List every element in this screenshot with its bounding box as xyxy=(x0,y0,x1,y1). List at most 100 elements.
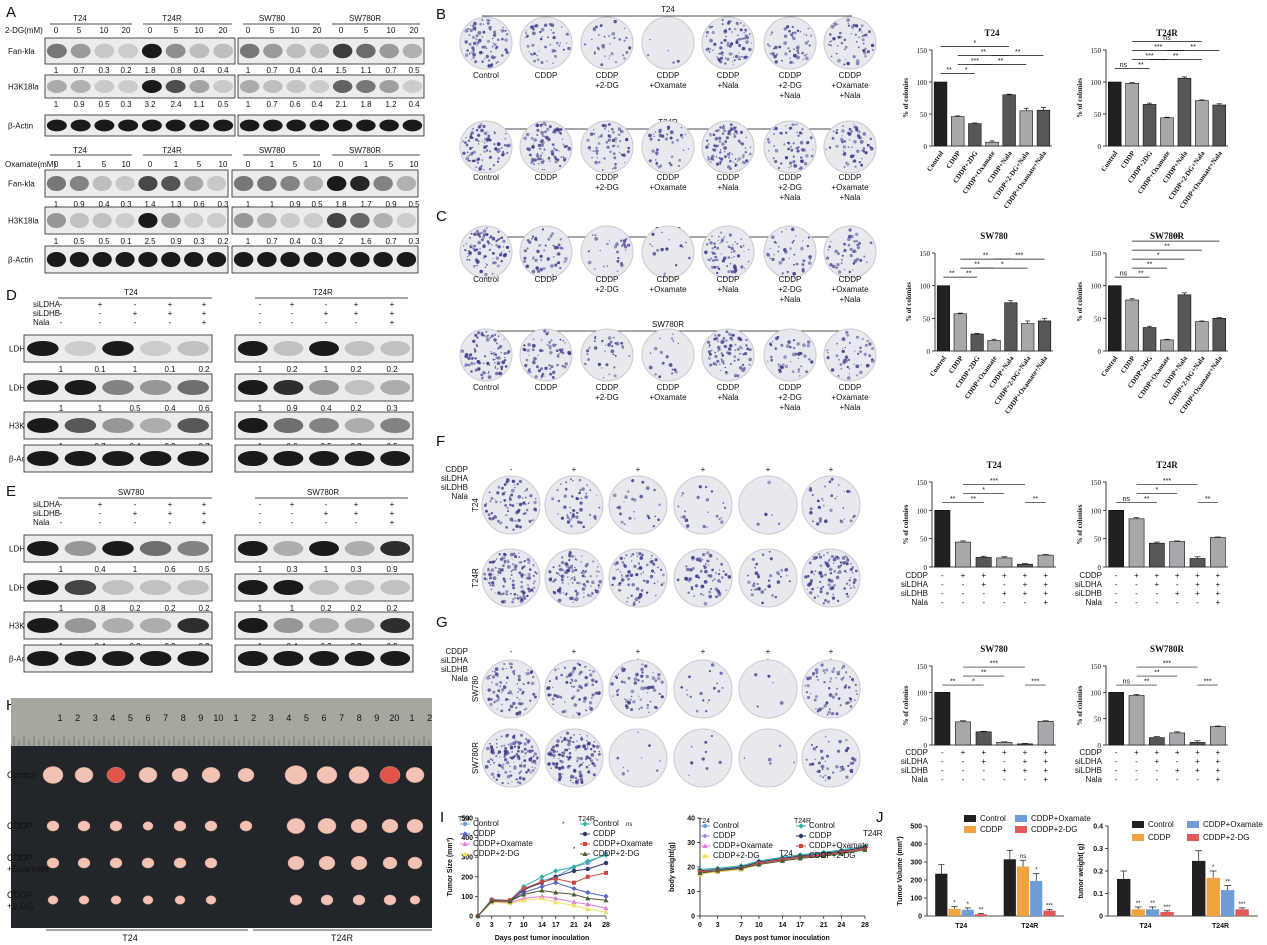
group-label: T24 xyxy=(122,933,138,943)
colony xyxy=(473,232,477,236)
tumor-row-label: +Oxamate xyxy=(7,864,49,874)
colony xyxy=(732,64,734,66)
data-point xyxy=(862,847,868,852)
colony xyxy=(732,126,737,130)
colony xyxy=(553,147,556,151)
colony xyxy=(845,738,848,742)
colony xyxy=(825,701,829,705)
colony xyxy=(791,241,794,244)
colony xyxy=(724,62,727,65)
colony xyxy=(558,757,560,760)
colony xyxy=(474,258,479,262)
tumor xyxy=(379,766,401,784)
condition-sign: + xyxy=(1023,571,1028,580)
colony xyxy=(567,583,570,585)
colony xyxy=(830,25,835,29)
bar xyxy=(1235,909,1249,917)
colony xyxy=(497,771,499,773)
colony xyxy=(851,678,854,681)
colony xyxy=(770,235,775,240)
colony xyxy=(779,701,784,705)
condition-sign: + xyxy=(168,509,173,518)
colony xyxy=(493,30,497,34)
colony xyxy=(624,162,626,164)
condition-sign: - xyxy=(169,518,172,527)
colony xyxy=(808,488,812,492)
colony xyxy=(771,257,775,262)
colony xyxy=(733,373,738,378)
colony xyxy=(748,363,751,366)
colony xyxy=(606,242,609,246)
quant-value: 3.2 xyxy=(144,100,156,109)
colony xyxy=(477,361,482,365)
blot-band xyxy=(237,417,268,434)
colony xyxy=(512,528,515,531)
legend-label: CDDP xyxy=(713,831,736,840)
colony xyxy=(502,246,505,248)
significance-label: ** xyxy=(1147,262,1153,269)
colony xyxy=(512,734,516,738)
colony xyxy=(595,25,598,29)
condition-sign: + xyxy=(1195,757,1200,766)
tumor xyxy=(173,820,187,832)
dose-value: 10 xyxy=(291,26,300,35)
colony xyxy=(530,161,534,164)
quant-value: 0.2 xyxy=(350,404,362,413)
y-tick-label: 100 xyxy=(917,507,928,515)
colony xyxy=(495,682,499,687)
bar xyxy=(996,742,1013,746)
group-label: T24R xyxy=(863,829,883,838)
colony xyxy=(853,582,856,584)
dish-label: CDDP xyxy=(717,383,740,392)
colony xyxy=(497,696,500,699)
legend-label: Control xyxy=(1148,820,1174,829)
colony xyxy=(801,263,805,267)
x-tick-label: 7 xyxy=(508,922,512,929)
colony xyxy=(521,762,523,764)
colony xyxy=(593,515,597,519)
colony xyxy=(508,250,511,253)
colony xyxy=(659,350,664,355)
condition-label: siLDHA xyxy=(33,300,61,309)
colony xyxy=(826,767,830,771)
y-tick-label: 100 xyxy=(920,283,931,291)
colony xyxy=(660,583,664,586)
colony xyxy=(844,555,847,558)
colony xyxy=(714,258,717,262)
colony xyxy=(549,160,551,162)
colony xyxy=(482,376,484,379)
colony xyxy=(543,329,547,333)
colony xyxy=(716,246,720,250)
colony xyxy=(868,354,872,358)
colony xyxy=(854,683,857,687)
colony xyxy=(559,132,562,134)
tumor xyxy=(77,820,91,832)
quant-value: 0.4 xyxy=(408,100,420,109)
colony xyxy=(497,485,501,489)
colony xyxy=(718,569,721,571)
colony xyxy=(836,495,838,497)
colony xyxy=(756,583,759,585)
colony-dish-fg-T24R-3 xyxy=(673,548,733,608)
cell-line-label: T24R xyxy=(162,14,182,23)
colony xyxy=(587,593,590,597)
colony xyxy=(780,162,783,165)
chart-title: SW780 xyxy=(980,231,1008,241)
blot-band xyxy=(27,579,59,596)
colony xyxy=(688,774,690,776)
blot-band xyxy=(64,617,97,634)
quant-value: 1 xyxy=(54,200,59,209)
colony xyxy=(555,762,559,766)
colony xyxy=(850,234,854,239)
colony xyxy=(563,737,568,742)
significance-label: ** xyxy=(1154,670,1160,677)
colony xyxy=(509,742,513,746)
colony xyxy=(494,367,497,369)
colony xyxy=(570,517,573,520)
colony xyxy=(736,243,738,245)
colony xyxy=(520,742,523,745)
colony xyxy=(559,338,562,341)
colony xyxy=(520,590,523,593)
colony xyxy=(502,29,505,32)
